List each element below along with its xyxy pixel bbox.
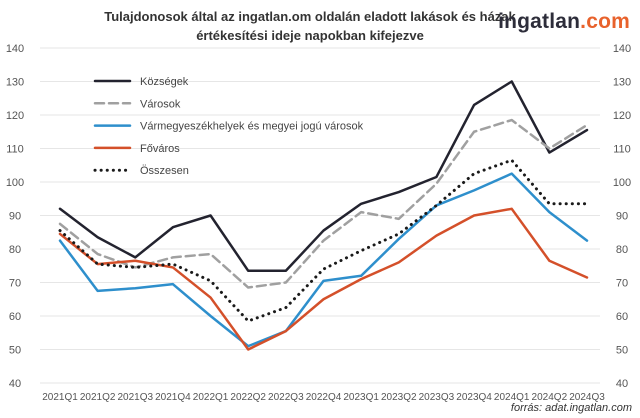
y-tick-label-right: 60 (616, 311, 628, 323)
x-tick-label: 2024Q3 (569, 392, 605, 403)
x-tick-label: 2022Q1 (193, 392, 229, 403)
y-tick-label-left: 140 (6, 43, 24, 55)
y-tick-label-left: 60 (9, 311, 21, 323)
x-tick-label: 2024Q1 (494, 392, 530, 403)
legend-label: Főváros (140, 143, 180, 155)
y-tick-label-right: 80 (616, 244, 628, 256)
legend-label: Vármegyeszékhelyek és megyei jogú városo… (140, 121, 364, 133)
x-tick-label: 2021Q2 (80, 392, 116, 403)
ingatlan-logo: ingatlan.com (498, 10, 630, 34)
logo-suffix: .com (580, 10, 630, 33)
y-tick-label-left: 100 (6, 177, 24, 189)
y-tick-label-left: 130 (6, 77, 24, 89)
legend-label: Összesen (140, 165, 189, 177)
x-tick-label: 2022Q2 (230, 392, 266, 403)
x-tick-label: 2022Q4 (306, 392, 342, 403)
chart-title-line-2: értékesítési ideje napokban kifejezve (196, 28, 424, 43)
y-tick-label-right: 130 (613, 77, 631, 89)
x-tick-label: 2021Q1 (42, 392, 78, 403)
x-tick-label: 2021Q4 (155, 392, 191, 403)
x-tick-label: 2023Q2 (381, 392, 417, 403)
y-tick-label-left: 50 (9, 345, 21, 357)
legend-label: Városok (140, 98, 181, 110)
y-tick-label-right: 40 (616, 378, 628, 390)
y-tick-label-left: 90 (9, 211, 21, 223)
x-tick-label: 2021Q3 (117, 392, 153, 403)
x-tick-label: 2023Q1 (343, 392, 379, 403)
y-tick-label-left: 70 (9, 278, 21, 290)
y-tick-label-left: 80 (9, 244, 21, 256)
logo-main: ingatlan (498, 10, 581, 33)
x-tick-label: 2022Q3 (268, 392, 304, 403)
x-tick-label: 2024Q2 (532, 392, 568, 403)
y-tick-label-right: 140 (613, 43, 631, 55)
y-tick-label-right: 100 (613, 177, 631, 189)
y-tick-label-left: 40 (9, 378, 21, 390)
y-tick-label-right: 70 (616, 278, 628, 290)
y-tick-label-right: 90 (616, 211, 628, 223)
y-tick-label-right: 110 (613, 144, 631, 156)
y-tick-label-left: 110 (6, 144, 24, 156)
source-note: forrás: adat.ingatlan.com (510, 402, 632, 414)
x-tick-label: 2023Q3 (419, 392, 455, 403)
y-tick-label-left: 120 (6, 110, 24, 122)
chart-title-line-1: Tulajdonosok által az ingatlan.om oldalá… (104, 9, 516, 24)
y-tick-label-right: 50 (616, 345, 628, 357)
series-line-3 (58, 172, 589, 348)
y-tick-label-right: 120 (613, 110, 631, 122)
x-tick-label: 2023Q4 (456, 392, 492, 403)
legend-label: Községek (140, 76, 189, 88)
